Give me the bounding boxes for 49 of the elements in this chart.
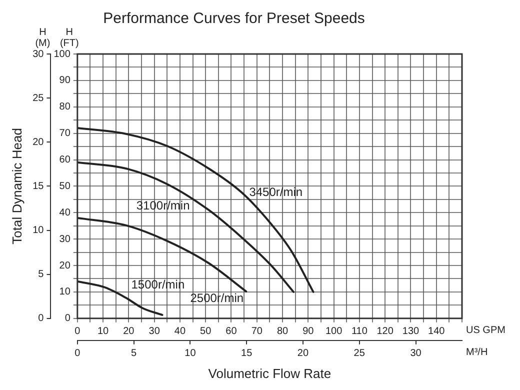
x-tick-label: 100 [325,326,343,338]
x-tick-label: 10 [97,326,110,338]
x-tick-label: 120 [376,326,394,338]
y-tick-label: 5 [38,269,44,280]
y-axis-title: Total Dynamic Head [9,128,24,244]
x-tick-label: 50 [200,326,212,338]
y2-tick-label: 60 [59,154,71,166]
y-tick-label: 20 [32,136,44,148]
x2-tick-label: 25 [354,348,366,360]
y-tick-label: 30 [32,48,44,60]
y-tick-label: 0 [38,313,44,324]
x-tick-label: 30 [148,326,160,338]
x-tick-label: 60 [226,326,238,338]
line-series [77,216,248,292]
x-tick-label: 80 [276,326,289,338]
y2-tick-label: 0 [64,313,71,324]
y2-tick-label: 10 [59,286,71,298]
y-tick-label: 15 [32,180,44,192]
x-tick-label: 70 [251,326,263,338]
y2-tick-label: 70 [59,128,71,140]
x-tick-label: 40 [174,326,186,338]
x2-tick-label: 10 [184,348,196,360]
x-tick-label: 0 [74,326,81,338]
y2-tick-label: 30 [59,234,71,245]
y2-tick-label: 90 [59,75,71,86]
x2-tick-label: 0 [74,348,81,360]
y2-tick-label: 40 [59,207,71,218]
x2-tick-label: 5 [131,348,138,360]
y2-tick-label: 50 [59,180,71,192]
x2-tick-label: 20 [297,348,309,360]
chart-title: Performance Curves for Preset Speeds [103,10,365,28]
x-tick-label: 140 [428,326,446,338]
x-axis-title: Volumetric Flow Rate [208,366,332,381]
x-tick-label: 20 [123,326,135,338]
line-series [77,127,314,293]
y-tick-label: 10 [32,225,44,236]
y-tick-label: 25 [32,92,44,104]
x-tick-label: 90 [302,326,314,338]
x2-tick-label: 15 [241,348,253,360]
text: H (FT) [60,26,79,49]
x2-tick-label: 30 [410,348,422,360]
x-tick-label: 130 [402,326,420,338]
x-tick-label: 110 [351,326,368,338]
y2-tick-label: 100 [54,48,71,60]
text: H (M) [35,26,50,49]
y2-tick-label: 20 [59,260,71,272]
text: M³/H [466,347,488,358]
text: US GPM [466,325,506,336]
y2-tick-label: 80 [59,102,71,113]
